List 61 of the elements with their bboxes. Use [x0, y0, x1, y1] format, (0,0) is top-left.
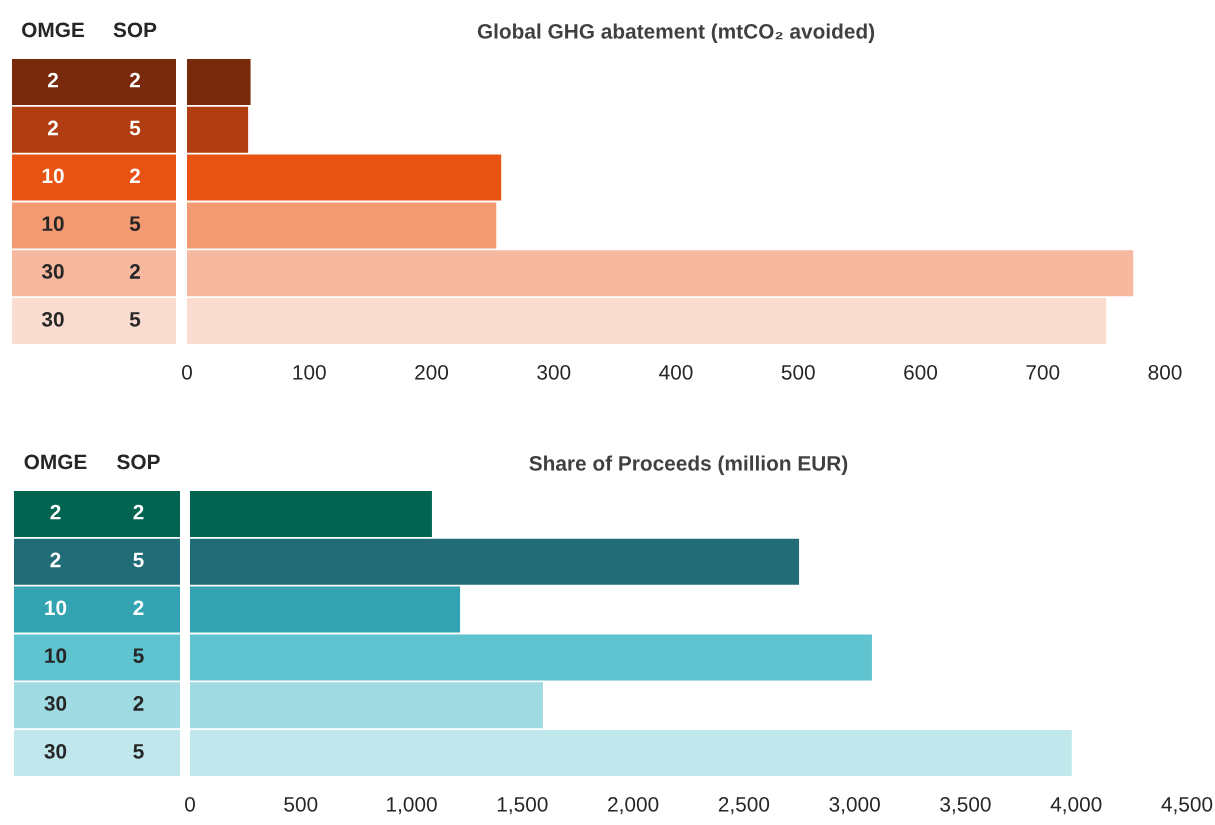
y2-axis-title: SOP	[117, 454, 160, 470]
y2-tick-label: 5	[129, 312, 141, 327]
bar	[190, 490, 432, 537]
bar	[187, 106, 249, 153]
y-tick-label: 2	[50, 504, 61, 520]
bar	[187, 154, 502, 201]
y2-tick-label: 2	[133, 696, 144, 711]
chart-title: Global GHG abatement (mtCO₂ avoided)	[477, 23, 875, 43]
y-tick-label: 30	[44, 743, 67, 759]
bar	[187, 298, 1107, 345]
bar	[190, 682, 543, 729]
y-tick-label: 2	[50, 552, 61, 568]
x-tick-label: 200	[415, 364, 449, 380]
bar	[187, 250, 1134, 297]
x-tick-label: 2,500	[718, 796, 770, 815]
y-axis-title: OMGE	[24, 454, 87, 470]
y-tick-label: 2	[47, 72, 58, 88]
chart-title: Share of Proceeds (million EUR)	[529, 455, 848, 475]
bar	[190, 730, 1072, 777]
y2-tick-label: 2	[133, 600, 144, 615]
y2-axis-title: SOP	[113, 22, 157, 38]
y2-tick-label: 5	[133, 744, 144, 759]
y2-tick-label: 2	[133, 504, 144, 520]
x-tick-label: 3,000	[829, 796, 880, 815]
y2-tick-label: 5	[129, 216, 141, 232]
y2-tick-label: 2	[129, 72, 140, 88]
y-tick-label: 30	[41, 311, 64, 327]
x-tick-label: 300	[537, 364, 571, 380]
x-tick-label: 0	[185, 796, 195, 812]
y-tick-label: 2	[47, 120, 58, 136]
x-tick-label: 600	[904, 364, 938, 380]
bar	[190, 634, 872, 681]
y2-tick-label: 2	[129, 168, 140, 183]
y-tick-label: 10	[42, 216, 64, 232]
y2-tick-label: 2	[129, 264, 140, 279]
x-tick-label: 400	[659, 364, 693, 380]
y-axis-title: OMGE	[22, 22, 85, 38]
x-tick-label: 500	[781, 364, 815, 380]
x-tick-label: 3,500	[940, 796, 991, 815]
x-tick-label: 4,000	[1050, 796, 1102, 815]
y2-tick-label: 5	[133, 552, 144, 568]
y-tick-label: 30	[44, 696, 67, 711]
y-tick-label: 30	[41, 264, 64, 279]
bar	[190, 586, 461, 633]
y2-tick-label: 5	[129, 120, 141, 136]
x-tick-label: 2,000	[608, 796, 659, 815]
x-tick-label: 4,500	[1161, 796, 1213, 815]
y-tick-label: 10	[45, 648, 67, 664]
bar	[187, 58, 251, 105]
x-tick-label: 800	[1148, 364, 1182, 380]
y2-tick-label: 5	[133, 648, 144, 664]
bar	[187, 202, 497, 249]
x-tick-label: 1,500	[497, 796, 548, 815]
x-tick-label: 0	[182, 364, 192, 380]
bar	[190, 538, 800, 585]
y-tick-label: 10	[42, 168, 64, 184]
x-tick-label: 700	[1026, 364, 1060, 380]
x-tick-label: 100	[293, 364, 326, 380]
y-tick-label: 10	[45, 600, 67, 616]
x-tick-label: 1,000	[387, 796, 437, 815]
x-tick-label: 500	[284, 796, 318, 812]
